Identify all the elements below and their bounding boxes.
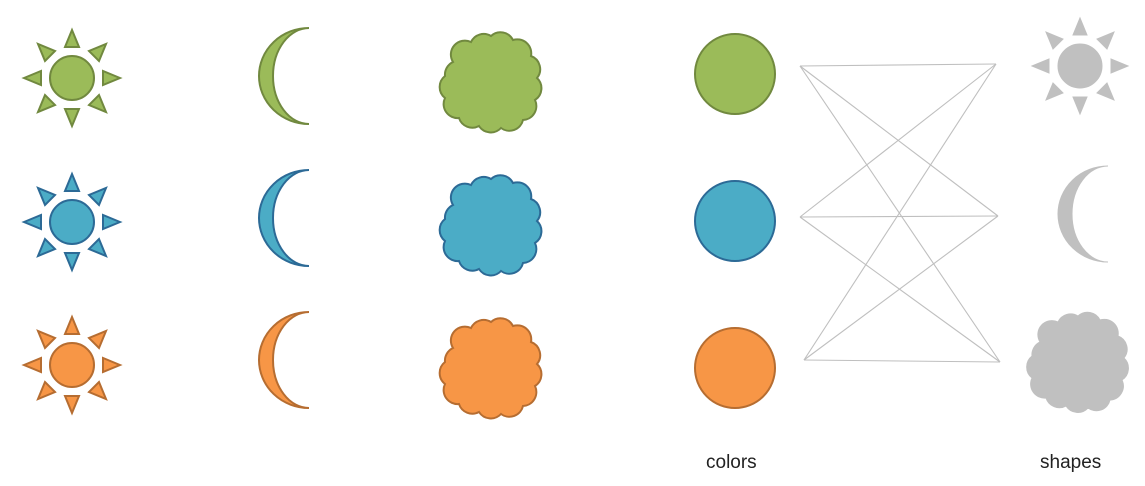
green-color-node: [694, 33, 776, 115]
green-sun-icon: [23, 29, 121, 127]
connector-line: [799, 63, 997, 67]
colors-label: colors: [706, 452, 757, 473]
orange-sun-icon: [23, 316, 121, 414]
shapes-label: shapes: [1040, 452, 1102, 473]
blue-color-node: [694, 180, 776, 262]
connector-lines: [799, 63, 1001, 363]
moon-shape-node-icon: [1057, 165, 1109, 263]
shape-nodes: [1026, 17, 1129, 413]
connector-line: [803, 215, 999, 361]
connector-line: [803, 359, 1001, 363]
green-cloud-icon: [438, 31, 543, 134]
blue-cloud-icon: [438, 174, 543, 277]
blue-sun-icon: [23, 173, 121, 271]
connector-line: [799, 63, 997, 218]
connector-line: [799, 216, 1001, 363]
shape-grid: [23, 27, 543, 420]
color-nodes: [694, 33, 776, 409]
connector-line: [799, 65, 999, 217]
green-moon-icon: [258, 27, 310, 125]
connector-line: [803, 63, 997, 361]
orange-cloud-icon: [438, 317, 543, 420]
connector-line: [799, 215, 999, 218]
blue-moon-icon: [258, 169, 310, 267]
connector-line: [799, 65, 1001, 363]
orange-color-node: [694, 327, 776, 409]
sun-shape-node-icon: [1031, 17, 1129, 115]
orange-moon-icon: [258, 311, 310, 409]
cloud-shape-node-icon: [1026, 311, 1129, 413]
